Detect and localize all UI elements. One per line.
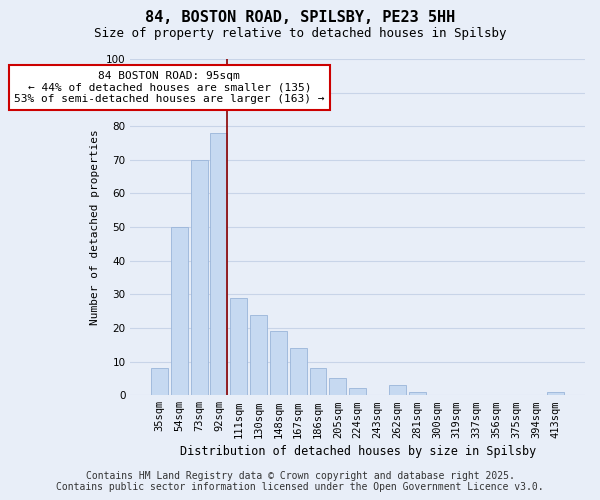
Bar [211,133,227,395]
Bar [171,227,188,395]
Bar [191,160,208,395]
Bar [230,298,247,395]
Bar [290,348,307,395]
Bar [250,314,267,395]
Bar [349,388,366,395]
Bar [270,332,287,395]
Bar [389,385,406,395]
Text: 84 BOSTON ROAD: 95sqm
← 44% of detached houses are smaller (135)
53% of semi-det: 84 BOSTON ROAD: 95sqm ← 44% of detached … [14,71,325,104]
X-axis label: Distribution of detached houses by size in Spilsby: Distribution of detached houses by size … [179,444,536,458]
Text: Size of property relative to detached houses in Spilsby: Size of property relative to detached ho… [94,28,506,40]
Y-axis label: Number of detached properties: Number of detached properties [91,129,100,325]
Bar [329,378,346,395]
Text: 84, BOSTON ROAD, SPILSBY, PE23 5HH: 84, BOSTON ROAD, SPILSBY, PE23 5HH [145,10,455,25]
Bar [310,368,326,395]
Bar [547,392,565,395]
Bar [151,368,168,395]
Bar [409,392,425,395]
Text: Contains HM Land Registry data © Crown copyright and database right 2025.
Contai: Contains HM Land Registry data © Crown c… [56,471,544,492]
